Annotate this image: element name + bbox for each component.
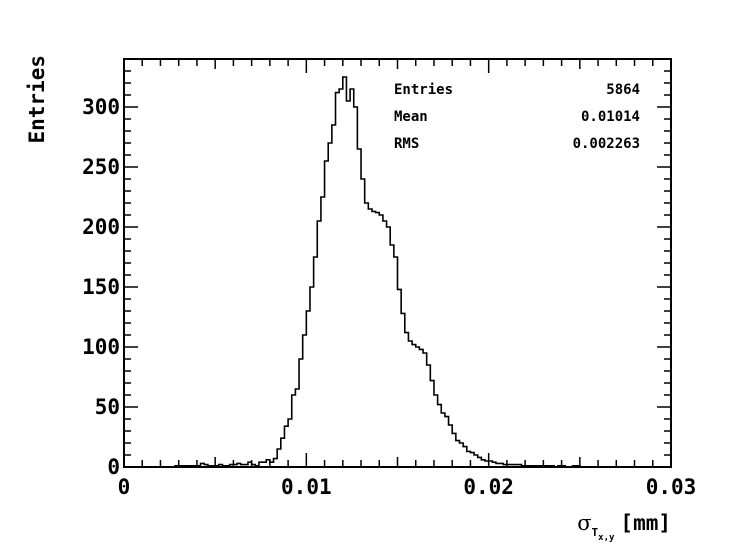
x-axis-title-subsubscript: x,y [598, 533, 615, 543]
x-axis-title-unit: [mm] [620, 511, 671, 535]
stats-value: 0.01014 [581, 109, 640, 125]
histogram-layer [124, 76, 671, 468]
x-axis-title-symbol: σ [577, 511, 591, 535]
y-tick-label: 150 [82, 275, 120, 299]
stats-box: Entries 5864 Mean 0.01014 RMS 0.002263 [394, 82, 640, 152]
stats-value: 5864 [606, 82, 640, 98]
x-tick-label: 0 [118, 475, 131, 499]
y-tick-label: 200 [82, 215, 120, 239]
y-tick-label: 100 [82, 335, 120, 359]
y-tick-label: 0 [107, 455, 120, 479]
stats-label: Entries [394, 82, 453, 98]
stats-value: 0.002263 [573, 136, 640, 152]
x-tick-label: 0.03 [646, 475, 697, 499]
x-axis-ticks: 0 0.01 0.02 0.03 [118, 59, 697, 499]
x-tick-label: 0.02 [463, 475, 514, 499]
y-tick-label: 250 [82, 155, 120, 179]
histogram-line [124, 76, 671, 468]
stats-label: RMS [394, 136, 419, 152]
y-tick-label: 300 [82, 95, 120, 119]
y-tick-label: 50 [95, 395, 120, 419]
stats-label: Mean [394, 109, 428, 125]
y-axis-title: Entries [25, 55, 49, 144]
x-tick-label: 0.01 [281, 475, 332, 499]
x-axis-title: σTx,y [mm] [577, 511, 671, 543]
y-axis-ticks: 0 50 100 150 200 250 300 [82, 58, 671, 479]
x-axis-title-subscript: T [592, 526, 599, 539]
